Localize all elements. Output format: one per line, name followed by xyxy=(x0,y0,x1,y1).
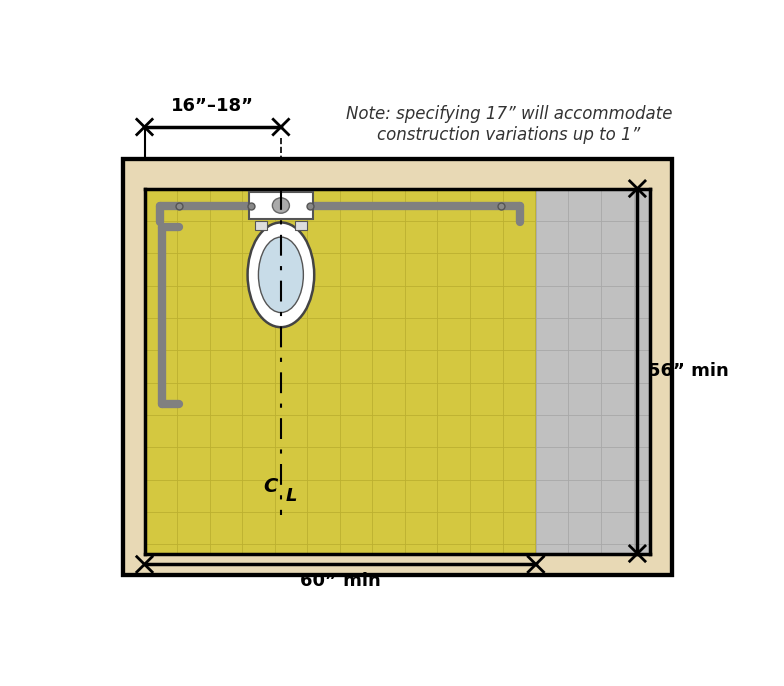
Text: L: L xyxy=(285,487,297,506)
Bar xyxy=(650,159,672,575)
Bar xyxy=(123,159,672,189)
Text: 60” min: 60” min xyxy=(299,572,380,590)
Ellipse shape xyxy=(248,222,314,327)
Bar xyxy=(123,554,672,575)
Ellipse shape xyxy=(259,237,303,313)
Bar xyxy=(123,159,144,575)
Bar xyxy=(249,191,313,220)
Ellipse shape xyxy=(272,198,289,213)
Bar xyxy=(295,221,307,230)
Bar xyxy=(536,189,650,554)
Text: 56” min: 56” min xyxy=(648,362,729,380)
Text: 16”–18”: 16”–18” xyxy=(171,97,254,115)
Bar xyxy=(123,159,672,575)
Bar xyxy=(255,221,267,230)
Text: Note: specifying 17” will accommodate
construction variations up to 1”: Note: specifying 17” will accommodate co… xyxy=(346,105,672,144)
Text: C: C xyxy=(263,477,278,495)
Bar xyxy=(144,189,536,554)
Bar xyxy=(123,159,672,575)
